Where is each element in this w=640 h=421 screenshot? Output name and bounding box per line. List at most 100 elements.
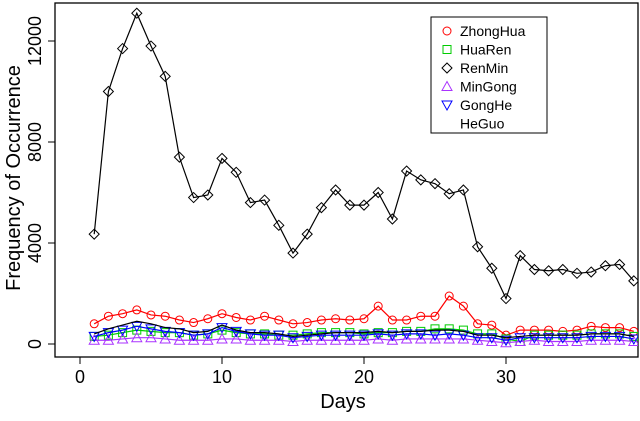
data-point <box>402 315 412 325</box>
data-point <box>258 194 271 206</box>
data-point <box>372 332 385 344</box>
data-point <box>103 330 113 340</box>
data-point <box>288 319 298 329</box>
data-point <box>514 335 527 346</box>
data-point <box>613 258 626 271</box>
data-point <box>485 333 498 344</box>
legend-label: RenMin <box>460 60 508 76</box>
data-point <box>260 311 270 321</box>
data-point <box>315 330 328 342</box>
x-tick-label: 10 <box>212 367 232 387</box>
data-point <box>386 330 399 342</box>
data-point <box>359 314 369 324</box>
axes: 0 10 20 30 0 4000 8000 12000 <box>25 2 639 387</box>
data-point <box>473 319 483 329</box>
data-point <box>88 228 100 240</box>
data-point <box>514 333 527 344</box>
x-tick-label: 20 <box>354 367 374 387</box>
data-point <box>230 332 243 344</box>
data-point <box>500 336 512 348</box>
data-point <box>386 334 399 345</box>
legend-marker <box>442 26 452 36</box>
data-point <box>613 334 626 345</box>
data-point <box>528 263 541 276</box>
series-line <box>94 325 634 341</box>
data-point <box>571 333 583 344</box>
y-tick-label: 4000 <box>25 223 45 263</box>
data-point <box>116 325 129 337</box>
data-point <box>315 201 328 214</box>
data-point <box>231 312 241 322</box>
data-point <box>301 228 313 240</box>
data-point <box>118 309 128 319</box>
data-point <box>485 335 498 346</box>
data-point <box>216 332 228 344</box>
data-point <box>430 311 440 321</box>
data-point <box>528 333 541 344</box>
data-point <box>571 267 583 280</box>
data-point <box>443 332 456 344</box>
x-axis-label: Days <box>320 391 366 413</box>
data-point <box>400 165 413 177</box>
series-renmin <box>88 7 638 305</box>
data-point <box>102 85 115 98</box>
data-point <box>373 301 383 311</box>
y-tick-label: 0 <box>25 339 45 349</box>
x-tick-label: 0 <box>75 367 85 387</box>
data-point <box>118 328 128 338</box>
y-axis-label: Frequency of Occurrence <box>3 65 25 291</box>
data-point <box>244 196 257 209</box>
data-point <box>628 275 638 287</box>
data-point <box>443 188 455 200</box>
data-point <box>429 332 441 344</box>
legend-marker <box>441 62 453 74</box>
data-point <box>400 329 413 340</box>
data-point <box>258 334 271 345</box>
data-point <box>187 334 200 345</box>
data-point <box>174 315 184 325</box>
data-point <box>600 323 610 333</box>
series-line <box>93 320 634 339</box>
data-point <box>331 314 341 324</box>
data-point <box>173 151 186 163</box>
data-point <box>131 7 143 19</box>
data-point <box>258 330 271 342</box>
data-point <box>585 334 598 345</box>
plot-frame <box>54 2 639 358</box>
data-point <box>358 334 370 345</box>
x-tick-label: 30 <box>496 367 516 387</box>
data-point <box>415 174 427 186</box>
data-point <box>457 184 470 196</box>
data-point <box>444 291 454 301</box>
data-point <box>315 334 328 345</box>
data-point <box>88 334 101 345</box>
legend-marker <box>441 80 453 91</box>
data-point <box>329 330 342 342</box>
data-point <box>471 334 484 345</box>
legend-box <box>430 16 548 134</box>
data-point <box>414 332 427 344</box>
legend-label: HuaRen <box>460 42 511 58</box>
data-point <box>556 333 569 344</box>
data-point <box>372 186 384 199</box>
data-point <box>571 335 583 346</box>
data-point <box>287 333 299 344</box>
data-point <box>116 332 129 344</box>
legend-label: ZhongHua <box>460 23 526 39</box>
data-point <box>542 265 555 277</box>
data-point <box>145 324 157 335</box>
data-point <box>344 199 356 211</box>
data-point <box>230 326 243 338</box>
data-point <box>585 266 597 278</box>
data-point <box>615 323 625 333</box>
data-point <box>116 42 129 55</box>
data-point <box>102 334 115 345</box>
data-point <box>585 331 598 343</box>
data-point <box>429 330 441 342</box>
data-point <box>343 330 356 342</box>
data-point <box>471 333 484 344</box>
data-point <box>444 324 454 334</box>
data-point <box>216 323 228 334</box>
legend-marker <box>442 45 452 54</box>
series-line <box>93 295 634 336</box>
